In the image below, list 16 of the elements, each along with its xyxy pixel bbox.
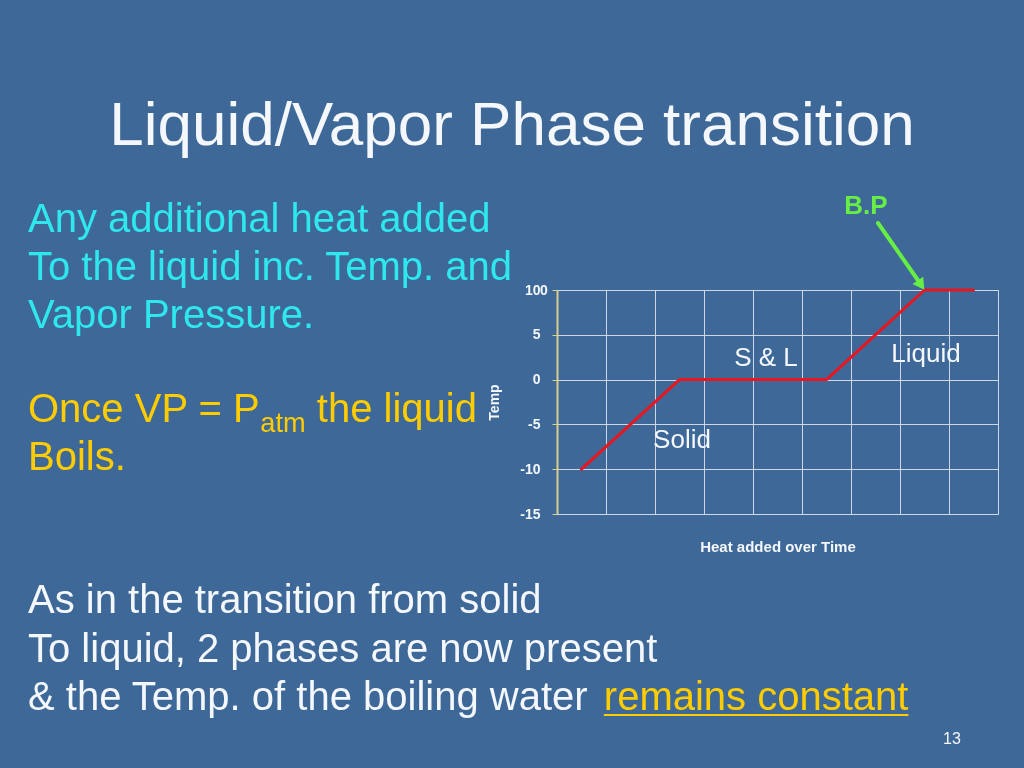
text: remains constant	[603, 674, 909, 718]
y-tick-label: -5	[528, 415, 541, 432]
text: & the Temp. of the boiling water	[28, 674, 588, 718]
chart-title: Liquid/Vapor Phase transition	[109, 89, 915, 158]
text: 13	[943, 730, 961, 747]
text: As in the transition from solid To liquid, 2 phases are now present	[28, 577, 658, 670]
y-tick-label: 0	[532, 371, 541, 388]
annotation: S & L	[734, 342, 798, 372]
text: B.P	[844, 190, 888, 220]
y-tick-label: -15	[520, 505, 541, 522]
y-tick-label: -10	[520, 460, 541, 477]
y-tick-label: 10	[524, 281, 541, 298]
y-axis-title: Temp	[486, 384, 503, 421]
text: Any additional heat added To the liquid inc. Temp. and Vapor Pressure.	[28, 196, 513, 336]
y-tick-label: 5	[532, 326, 541, 343]
x-axis-title: Heat added over Time	[700, 537, 856, 555]
